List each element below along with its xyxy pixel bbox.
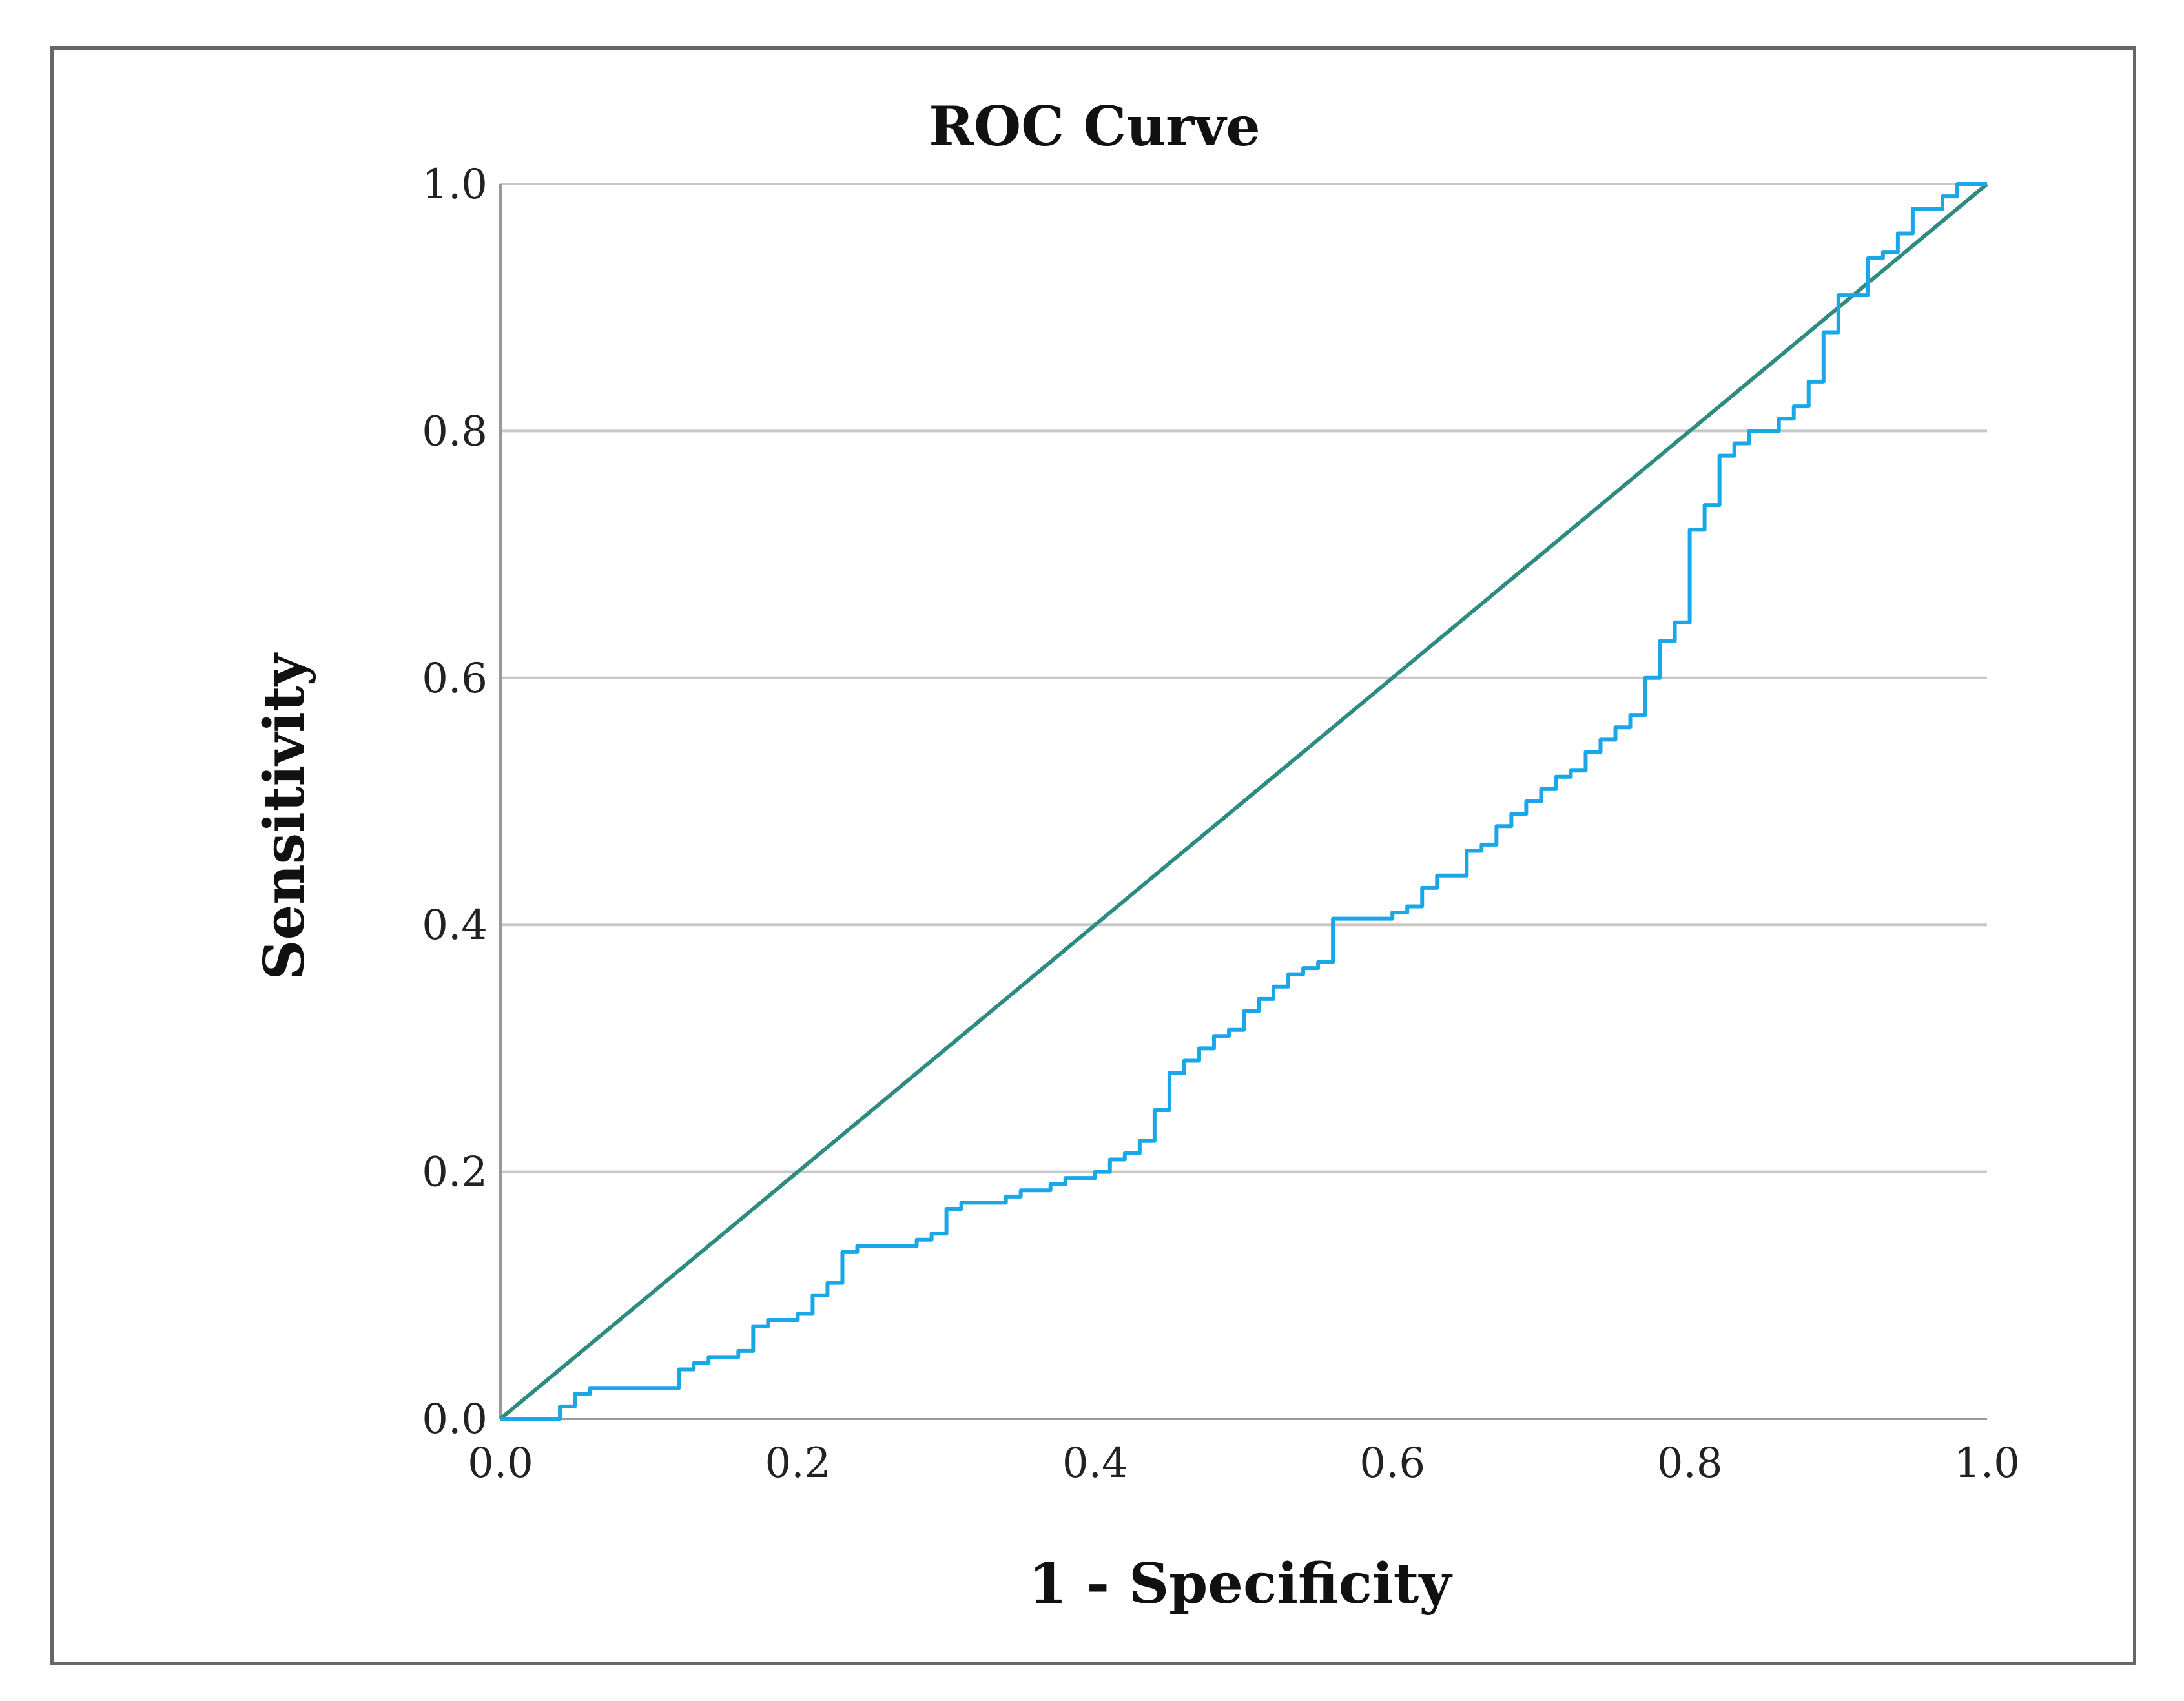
series-reference-line [499, 182, 1988, 1421]
y-tick-label: 0.6 [422, 655, 488, 703]
x-tick-label: 0.4 [1062, 1439, 1128, 1487]
y-tick-label: 0.4 [422, 902, 488, 949]
x-axis-title: 1 - Specificity [1029, 1551, 1454, 1616]
y-tick-label: 0.8 [422, 407, 488, 455]
x-tick-label: 0.2 [765, 1439, 831, 1487]
x-tick-label: 0.0 [468, 1439, 533, 1487]
chart-title: ROC Curve [929, 94, 1261, 158]
y-tick-label: 0.0 [422, 1396, 488, 1443]
x-tick-label: 0.8 [1657, 1439, 1723, 1487]
y-tick-label: 0.2 [422, 1149, 488, 1197]
series-roc-line [500, 182, 1987, 1421]
y-axis-title: Sensitivity [252, 652, 317, 980]
chart-frame [50, 46, 2136, 1665]
x-tick-label: 0.6 [1359, 1439, 1425, 1487]
y-tick-label: 1.0 [422, 161, 488, 209]
x-tick-label: 1.0 [1954, 1439, 2020, 1487]
